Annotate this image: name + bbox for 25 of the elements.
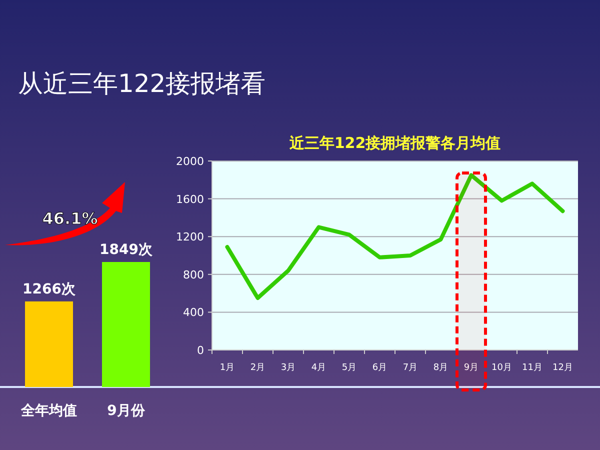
data-label: 1266次 — [22, 281, 76, 298]
x-tick-label: 9月份 — [107, 403, 146, 419]
data-label: 1849次 — [100, 242, 154, 258]
y-tick-label: 1200 — [176, 230, 204, 244]
x-tick-label: 全年均值 — [20, 403, 77, 419]
x-tick-label: 7月 — [402, 363, 418, 373]
y-tick-label: 2000 — [176, 155, 204, 168]
x-tick-label: 12月 — [552, 363, 573, 373]
x-tick-label: 9月 — [464, 363, 479, 373]
text: 46.1% — [42, 209, 98, 228]
y-tick-label: 1600 — [176, 192, 204, 206]
y-tick-label: 0 — [197, 344, 204, 357]
x-tick-label: 3月 — [280, 363, 296, 373]
x-tick-label: 8月 — [433, 363, 448, 373]
chart-title: 从近三年122接报堵看 — [18, 69, 266, 98]
x-tick-label: 6月 — [372, 363, 388, 373]
x-tick-label: 2月 — [250, 363, 266, 373]
y-tick-label: 400 — [183, 306, 204, 320]
x-tick-label: 4月 — [311, 363, 326, 373]
x-tick-label: 1月 — [220, 363, 235, 373]
x-tick-label: 5月 — [342, 363, 357, 373]
x-tick-label: 11月 — [522, 363, 542, 373]
chart-title: 近三年122接拥堵报警各月均值 — [288, 134, 501, 152]
y-tick-label: 800 — [183, 268, 204, 282]
x-tick-label: 10月 — [492, 363, 512, 373]
